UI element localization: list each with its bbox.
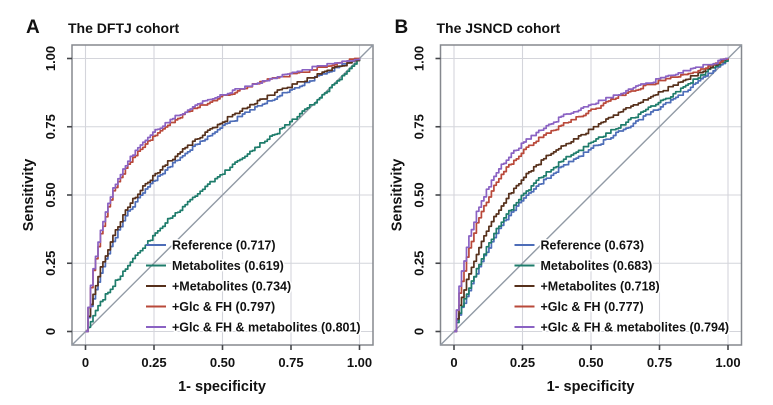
- y-tick-label: 0.50: [43, 182, 58, 207]
- x-axis-label: 1- specificity: [547, 379, 635, 395]
- x-tick-label: 0: [82, 355, 89, 370]
- legend-item: Metabolites (0.619): [146, 258, 285, 275]
- x-tick-label: 1.00: [347, 355, 372, 370]
- roc-curve--metabolites: [85, 58, 361, 333]
- x-tick-label: 1.00: [715, 355, 740, 370]
- roc-curve--glc-fh-metabolites: [85, 58, 361, 333]
- roc-curve--glc-fh: [454, 58, 729, 333]
- y-tick-label: 1.00: [412, 46, 427, 71]
- y-tick-label: 0.25: [43, 251, 58, 276]
- legend-label: +Glc & FH (0.777): [541, 300, 644, 314]
- legend-item: +Glc & FH (0.797): [146, 299, 277, 316]
- panel-letter: B: [395, 17, 409, 38]
- roc-curve-reference: [85, 58, 361, 333]
- legend-label: Reference (0.673): [541, 239, 645, 253]
- roc-curve-metabolites: [85, 58, 361, 333]
- legend-item: Reference (0.673): [514, 237, 646, 254]
- roc-curve--glc-fh: [85, 57, 360, 333]
- legend-item: +Metabolites (0.718): [514, 278, 661, 295]
- x-axis-label: 1- specificity: [178, 379, 266, 395]
- legend-label: +Glc & FH & metabolites (0.801): [172, 321, 361, 335]
- panel-letter: A: [26, 17, 40, 38]
- plot-area-jsncd: 0 0 0.25 0.25 0.50 0.50 0.75 0.75 1.00 1.00 Refere…: [412, 44, 743, 370]
- y-tick-label: 0.75: [412, 114, 427, 139]
- y-tick-label: 0: [412, 328, 427, 335]
- legend-item: Reference (0.717): [146, 237, 277, 254]
- legend-item: +Glc & FH & metabolites (0.801): [146, 319, 362, 336]
- panel-dftj: A The DFTJ cohort Sensitivity 1- specifi…: [21, 17, 374, 395]
- panel-title: The JSNCD cohort: [437, 20, 561, 36]
- y-axis-label: Sensitivity: [390, 159, 406, 232]
- y-tick-label: 1.00: [43, 46, 58, 71]
- roc-curve--metabolites: [454, 58, 729, 333]
- x-tick-label: 0.25: [141, 355, 166, 370]
- y-tick-label: 0.25: [412, 251, 427, 276]
- legend-label: Reference (0.717): [172, 239, 276, 253]
- plot-area-dftj: 0 0 0.25 0.25 0.50 0.50 0.75 0.75 1.00 1.00 Refere…: [43, 44, 374, 370]
- x-tick-label: 0.50: [210, 355, 235, 370]
- legend-label: +Glc & FH (0.797): [172, 300, 275, 314]
- x-tick-label: 0: [450, 355, 457, 370]
- y-axis-label: Sensitivity: [21, 159, 37, 232]
- panel-jsncd: B The JSNCD cohort Sensitivity 1- specif…: [390, 17, 743, 395]
- legend-label: +Metabolites (0.734): [172, 280, 291, 294]
- x-tick-label: 0.75: [278, 355, 303, 370]
- legend: Reference (0.717) Metabolites (0.619) +Met…: [146, 237, 362, 336]
- legend: Reference (0.673) Metabolites (0.683) +Met…: [514, 237, 731, 336]
- roc-curve--glc-fh-metabolites: [454, 57, 728, 333]
- x-tick-label: 0.25: [510, 355, 535, 370]
- legend-item: Metabolites (0.683): [514, 258, 654, 275]
- y-tick-label: 0: [43, 328, 58, 335]
- legend-item: +Glc & FH (0.777): [514, 299, 645, 316]
- legend-label: +Glc & FH & metabolites (0.794): [541, 321, 730, 335]
- legend-item: +Glc & FH & metabolites (0.794): [514, 319, 731, 336]
- legend-label: +Metabolites (0.718): [541, 280, 660, 294]
- roc-curve-metabolites: [454, 58, 729, 333]
- x-tick-label: 0.75: [647, 355, 672, 370]
- legend-label: Metabolites (0.619): [172, 259, 284, 273]
- diagonal-reference-line: [440, 44, 742, 346]
- x-tick-label: 0.50: [578, 355, 603, 370]
- y-tick-label: 0.75: [43, 114, 58, 139]
- legend-label: Metabolites (0.683): [541, 259, 653, 273]
- y-tick-label: 0.50: [412, 182, 427, 207]
- roc-curve-reference: [454, 58, 729, 333]
- panel-title: The DFTJ cohort: [68, 20, 180, 36]
- legend-item: +Metabolites (0.734): [146, 278, 293, 295]
